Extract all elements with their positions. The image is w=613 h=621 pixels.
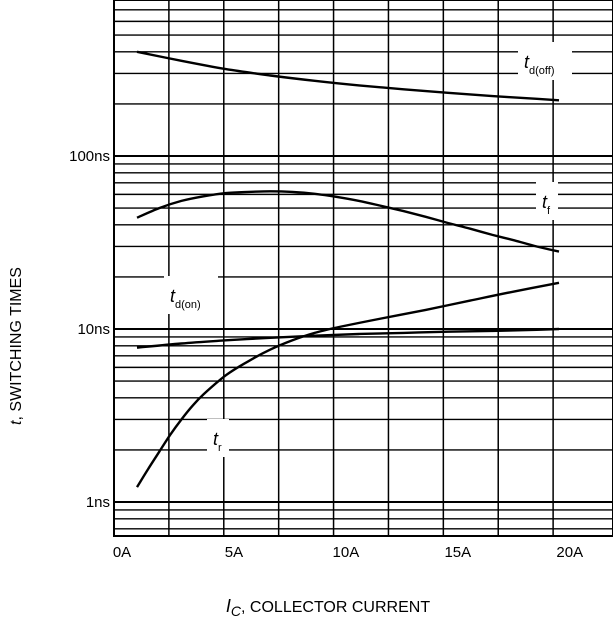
series-line-don (136, 327, 560, 349)
x-tick-label: 15A (444, 544, 471, 561)
curve-label-f: tf (542, 192, 551, 217)
x-axis-symbol: I (226, 596, 231, 616)
curve-label-bg (164, 276, 218, 314)
curve-labels: td(off) tf td(on) tr (164, 42, 572, 457)
x-tick-label: 10A (333, 544, 360, 561)
series-line-doff (136, 50, 560, 102)
y-axis-symbol: t (8, 420, 25, 425)
grid (113, 0, 613, 537)
curve-label-bg (518, 42, 572, 80)
plot-frame (113, 0, 613, 537)
x-tick-label: 20A (556, 544, 583, 561)
x-tick-label: 0A (113, 544, 131, 561)
x-axis-text: , COLLECTOR CURRENT (241, 599, 430, 616)
y-tick-label: 1ns (86, 494, 110, 511)
y-tick-label: 100ns (69, 148, 110, 165)
curve-label-doff: td(off) (524, 52, 555, 77)
x-tick-label: 5A (225, 544, 243, 561)
y-axis-label: t, SWITCHING TIMES (8, 267, 25, 425)
tick-labels: 0A 5A 10A 15A 20A 1ns 10ns 100ns (69, 148, 583, 561)
x-axis-label: IC, COLLECTOR CURRENT (226, 596, 430, 619)
series-line-f (136, 190, 560, 253)
y-tick-label: 10ns (77, 321, 110, 338)
x-axis-subscript: C (231, 603, 242, 619)
series-layer (135, 50, 560, 488)
curve-label-bg (536, 182, 558, 220)
curve-label-don: td(on) (170, 286, 201, 311)
curve-label-r: tr (213, 429, 222, 454)
y-axis-text: , SWITCHING TIMES (8, 267, 25, 420)
curve-label-bg (207, 419, 229, 457)
series-line-r (135, 281, 560, 488)
